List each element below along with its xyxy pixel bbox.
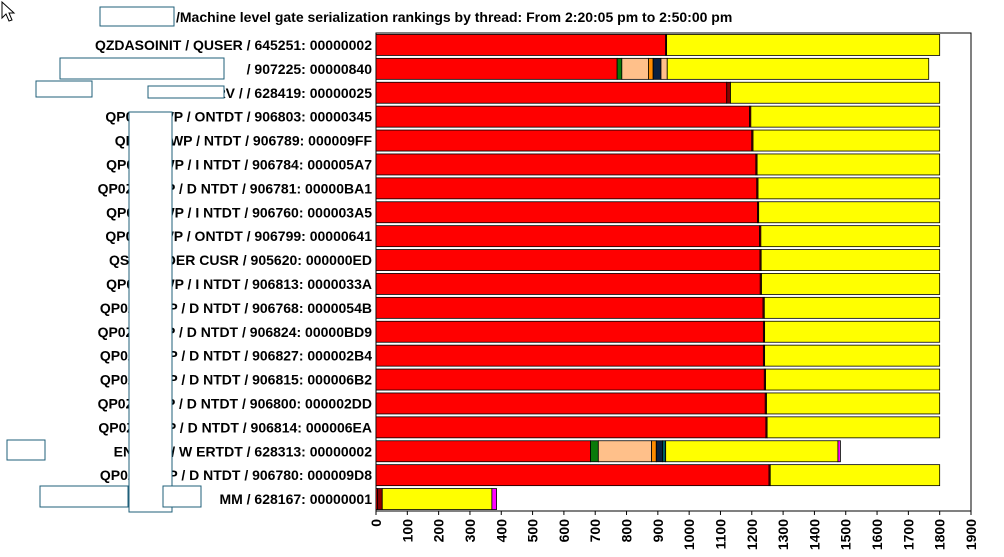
redaction-box: [99, 6, 175, 27]
bar-segment: [375, 177, 758, 200]
x-tick-label: 1100: [712, 519, 728, 550]
row-label: QP0ZSPWP / I NTDT / 906784: 000005A7: [106, 156, 372, 172]
x-tick-label: 800: [619, 519, 635, 543]
bar-segment: [757, 177, 941, 200]
mouse-pointer-icon: [1, 0, 16, 22]
redaction-box: [59, 57, 225, 80]
row-label: QP0ZSPWP / I NTDT / 906813: 0000033A: [106, 276, 372, 292]
bar-segment: [375, 320, 764, 343]
plot-frame: [375, 32, 972, 512]
bar-segment: [655, 440, 663, 463]
bar-segment: [597, 440, 652, 463]
redaction-box: [128, 111, 173, 513]
bar-segment: [760, 225, 941, 248]
bar-segment: [375, 81, 728, 104]
bar-segment: [764, 320, 941, 343]
row-label: QSJSENDER CUSR / 905620: 000000ED: [109, 252, 372, 268]
row-label: MM / 628167: 00000001: [219, 491, 372, 507]
bar-segment: [765, 368, 941, 391]
bar-segment: [652, 57, 662, 80]
bar-segment: [375, 464, 770, 487]
redaction-box: [147, 85, 225, 99]
x-tick-label: 200: [431, 519, 447, 543]
x-tick-label: 1800: [932, 519, 948, 550]
bar-segment: [763, 296, 941, 319]
redaction-box: [6, 439, 46, 461]
bar-segment: [764, 344, 941, 367]
bar-segment: [651, 440, 657, 463]
bar-segment: [375, 440, 591, 463]
bar-segment: [648, 57, 654, 80]
row-label: QP0ZSPWP / NTDT / 906789: 000009FF: [115, 133, 373, 149]
row-label: RSRV / / 628419: 00000025: [196, 85, 372, 101]
bar-segment: [750, 105, 941, 128]
bar-segment: [375, 129, 753, 152]
bar-segment: [375, 368, 765, 391]
x-tick-label: 1500: [838, 519, 854, 550]
bar-segment: [377, 488, 383, 510]
x-tick-label: 1300: [775, 519, 791, 550]
bar-segment: [375, 416, 767, 439]
bar-segment: [381, 488, 493, 510]
bar-segment: [375, 57, 618, 80]
bar-segment: [375, 296, 764, 319]
x-tick-label: 400: [493, 519, 509, 543]
x-tick-label: 900: [650, 519, 666, 543]
x-tick-label: 1000: [681, 519, 697, 550]
row-label: QZDASOINIT / QUSER / 645251: 00000002: [95, 37, 372, 53]
bar-segment: [375, 344, 764, 367]
redaction-box: [35, 80, 93, 98]
bar-segment: [769, 464, 941, 487]
bar-segment: [375, 249, 761, 271]
x-tick-label: 0: [368, 519, 384, 527]
bar-segment: [375, 105, 750, 128]
bar-segment: [730, 81, 941, 104]
x-tick-label: 1600: [869, 519, 885, 550]
bar-segment: [590, 440, 599, 463]
bar-segment: [666, 57, 930, 80]
bar-segment: [837, 440, 841, 463]
x-tick-label: 300: [462, 519, 478, 543]
x-tick-label: 1200: [744, 519, 760, 550]
bar-segment: [666, 34, 941, 56]
redaction-box: [39, 485, 129, 508]
x-tick-label: 600: [556, 519, 572, 543]
bar-segment: [375, 225, 761, 248]
row-label: / 907225: 00000840: [247, 61, 373, 77]
bar-segment: [726, 81, 731, 104]
row-label: ENGINE / W ERTDT / 628313: 00000002: [114, 443, 373, 459]
x-tick-label: 1700: [900, 519, 916, 550]
x-tick-label: 500: [525, 519, 541, 543]
redaction-box: [162, 485, 202, 508]
bar-segment: [758, 201, 941, 224]
bar-segment: [375, 273, 761, 295]
x-tick-label: 700: [587, 519, 603, 543]
bar-segment: [766, 416, 941, 439]
bar-segment: [375, 201, 758, 224]
bar-segment: [761, 273, 941, 295]
bar-segment: [491, 488, 497, 510]
bar-segment: [621, 57, 649, 80]
bar-segment: [375, 34, 667, 56]
chart-title: /Machine level gate serialization rankin…: [176, 9, 732, 25]
x-axis: 0 100 200 300 400 500 600 700 800 900 1000 1100 1200…: [368, 511, 979, 550]
x-tick-label: 100: [399, 519, 415, 543]
x-tick-label: 1900: [963, 519, 979, 550]
redactions: [6, 57, 225, 513]
bar-segment: [766, 392, 941, 415]
bar-segment: [760, 249, 941, 271]
x-tick-label: 1400: [806, 519, 822, 550]
plot-area: [375, 32, 972, 512]
bar-segment: [756, 153, 941, 176]
bar-segment: [375, 392, 766, 415]
bar-segment: [752, 129, 941, 152]
row-label: QP0ZSPWP / I NTDT / 906760: 000003A5: [106, 204, 372, 220]
bar-segment: [662, 440, 667, 463]
bar-segment: [665, 440, 839, 463]
bar-segment: [616, 57, 623, 80]
bar-segment: [375, 153, 757, 176]
bar-segment: [660, 57, 668, 80]
